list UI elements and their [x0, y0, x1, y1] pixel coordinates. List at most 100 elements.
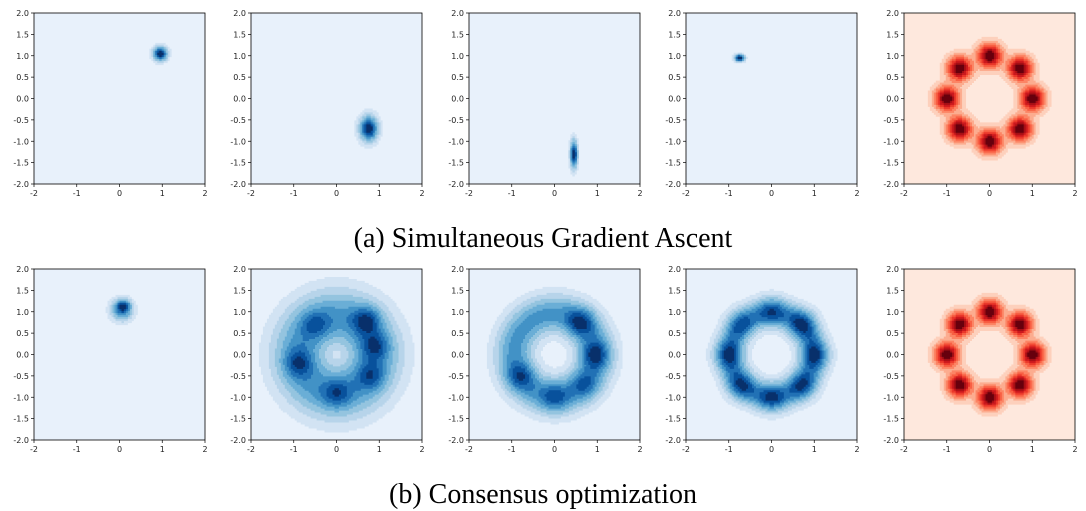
y-tick-label: 0.0 [451, 95, 464, 104]
x-tick-label: -2 [682, 445, 690, 454]
contour-level [512, 312, 605, 403]
x-tick-label: 1 [1030, 445, 1035, 454]
y-tick-label: 2.0 [233, 9, 246, 18]
x-tick-label: 0 [552, 189, 557, 198]
contour-panel-b2: -2 -1 0 1 2 2.0 1.5 1.0 0.5 0.0 -0.5 -1.0 -1.5 -2.0 [230, 265, 424, 454]
y-tick-label: 2.0 [16, 9, 29, 18]
y-tick-label: 1.0 [451, 308, 464, 317]
y-tick-label: -1.5 [665, 415, 681, 424]
y-tick-label: 0.5 [233, 73, 246, 82]
x-tick-label: 2 [854, 445, 859, 454]
y-tick-label: 0.5 [668, 73, 681, 82]
y-tick-label: -0.5 [13, 116, 29, 125]
x-tick-label: 1 [160, 445, 165, 454]
y-tick-label: 2.0 [451, 265, 464, 274]
x-tick-label: 2 [854, 189, 859, 198]
y-tick-label: -1.5 [665, 159, 681, 168]
x-tick-label: 0 [987, 189, 992, 198]
x-tick-label: 1 [812, 445, 817, 454]
x-tick-label: -1 [290, 445, 298, 454]
contour-level [939, 304, 1040, 405]
x-tick-label: 0 [334, 189, 339, 198]
contour-panel-a3: -2 -1 0 1 2 2.0 1.5 1.0 0.5 0.0 -0.5 -1.0 -1.5 -2.0 [448, 9, 642, 198]
y-tick-label: 1.5 [233, 30, 246, 39]
x-tick-label: -1 [725, 445, 733, 454]
y-tick-label: 1.5 [16, 30, 29, 39]
y-tick-label: -0.5 [13, 372, 29, 381]
y-tick-label: -1.0 [448, 393, 464, 402]
contour-panel-a4: -2 -1 0 1 2 2.0 1.5 1.0 0.5 0.0 -0.5 -1.0 -1.5 -2.0 [665, 9, 859, 198]
y-tick-label: 1.5 [886, 30, 899, 39]
y-tick-label: -0.5 [665, 116, 681, 125]
x-tick-label: 0 [987, 445, 992, 454]
y-tick-label: 1.0 [451, 52, 464, 61]
panel-background [34, 13, 205, 184]
y-tick-label: -2.0 [13, 436, 29, 445]
caption-row-a: (a) Simultaneous Gradient Ascent [354, 223, 733, 254]
panel-background [251, 13, 422, 184]
panel-background [469, 13, 640, 184]
contour-panel-a1: -2 -1 0 1 2 2.0 1.5 1.0 0.5 0.0 -0.5 -1.0 -1.5 -2.0 [13, 9, 207, 198]
density-fill [705, 288, 838, 421]
y-tick-label: 0.0 [451, 351, 464, 360]
x-tick-label: -2 [465, 189, 473, 198]
x-tick-label: -1 [290, 189, 298, 198]
y-tick-label: 1.0 [886, 52, 899, 61]
y-tick-label: -2.0 [665, 180, 681, 189]
density-fill [927, 292, 1052, 417]
y-tick-label: -2.0 [883, 180, 899, 189]
density-fill [731, 52, 749, 64]
x-tick-label: -1 [943, 445, 951, 454]
y-tick-label: 0.0 [16, 351, 29, 360]
y-tick-label: -1.5 [448, 159, 464, 168]
y-tick-label: -2.0 [448, 180, 464, 189]
y-tick-label: -1.0 [230, 393, 246, 402]
y-tick-label: -1.0 [883, 137, 899, 146]
y-tick-label: -0.5 [230, 116, 246, 125]
x-tick-label: 1 [377, 189, 382, 198]
contour-level [157, 50, 164, 58]
caption-row-b: (b) Consensus optimization [389, 479, 697, 510]
y-tick-label: 0.5 [451, 329, 464, 338]
y-tick-label: -1.0 [665, 393, 681, 402]
x-tick-label: -2 [900, 189, 908, 198]
x-tick-label: 1 [595, 445, 600, 454]
density-fill [105, 294, 138, 326]
y-tick-label: 2.0 [233, 265, 246, 274]
x-tick-label: 0 [769, 189, 774, 198]
y-tick-label: 1.0 [233, 308, 246, 317]
y-tick-label: -2.0 [230, 436, 246, 445]
y-tick-label: 0.5 [886, 329, 899, 338]
y-tick-label: 2.0 [451, 9, 464, 18]
y-tick-label: 1.0 [233, 52, 246, 61]
contour-level [737, 56, 743, 60]
y-tick-label: 2.0 [16, 265, 29, 274]
x-tick-label: 2 [1072, 445, 1077, 454]
x-tick-label: 0 [769, 445, 774, 454]
y-tick-label: -1.0 [230, 137, 246, 146]
x-tick-label: -1 [73, 189, 81, 198]
panel-background [34, 269, 205, 440]
density-fill [149, 42, 172, 66]
y-tick-label: 1.5 [668, 30, 681, 39]
y-tick-label: 0.5 [233, 329, 246, 338]
y-tick-label: 0.0 [886, 351, 899, 360]
y-tick-label: -1.5 [448, 415, 464, 424]
density-fill [568, 132, 579, 177]
y-tick-label: 1.0 [16, 308, 29, 317]
y-tick-label: -1.0 [13, 393, 29, 402]
y-tick-label: -1.5 [230, 159, 246, 168]
y-tick-label: -1.5 [13, 159, 29, 168]
y-tick-label: 0.5 [16, 73, 29, 82]
y-tick-label: -2.0 [665, 436, 681, 445]
x-tick-label: 2 [419, 445, 424, 454]
y-tick-label: -1.0 [13, 137, 29, 146]
y-tick-label: 1.5 [886, 286, 899, 295]
x-tick-label: 0 [117, 445, 122, 454]
x-tick-label: 1 [160, 189, 165, 198]
y-tick-label: -0.5 [230, 372, 246, 381]
contour-level [292, 314, 381, 397]
x-tick-label: 0 [334, 445, 339, 454]
contour-level [119, 304, 126, 312]
y-tick-label: -0.5 [883, 372, 899, 381]
